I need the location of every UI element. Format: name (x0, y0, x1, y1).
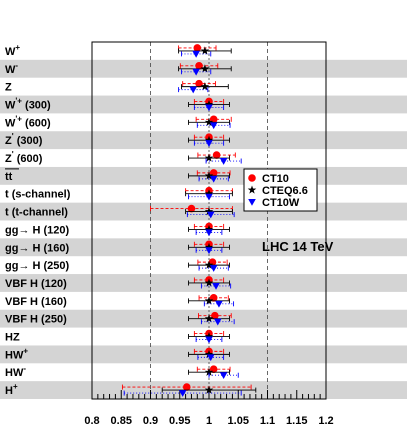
x-axis: 0.8 0.85 0.9 0.95 1 1.05 1.1 1.15 1.2 (84, 390, 334, 427)
marker-triangle (192, 50, 200, 58)
marker-star (204, 189, 214, 198)
marker-star (204, 135, 214, 144)
category-label: VBF H (160) (5, 296, 67, 308)
category-label: Z (5, 82, 12, 94)
marker-triangle (205, 229, 213, 237)
category-label: tt (5, 171, 13, 183)
marker-triangle (192, 68, 200, 76)
marker-triangle (205, 140, 213, 147)
marker-circle (187, 204, 196, 213)
marker-triangle (215, 300, 223, 308)
x-tick-label: 1 (206, 415, 212, 427)
legend-label: CT10W (262, 197, 300, 209)
marker-triangle (206, 211, 215, 219)
marker-star (204, 278, 214, 287)
marker-triangle (205, 104, 213, 112)
marker-triangle (248, 199, 256, 206)
category-label: Z' (300) (5, 132, 43, 147)
marker-circle (212, 151, 221, 159)
marker-triangle (212, 282, 220, 290)
data-points (121, 44, 257, 397)
marker-star (204, 314, 214, 323)
category-label: Z' (600) (5, 150, 43, 165)
category-label: W+ (5, 43, 20, 58)
category-label: HW- (5, 364, 26, 379)
category-label: gg→ H (160) (5, 242, 70, 254)
marker-star (204, 385, 214, 394)
category-label: W- (5, 61, 18, 76)
x-tick-label: 0.9 (143, 415, 158, 427)
energy-annotation: LHC 14 TeV (262, 239, 334, 254)
category-label: t (s-channel) (5, 189, 71, 201)
marker-star (247, 185, 257, 194)
marker-circle (195, 61, 203, 70)
x-tick-label: 1.1 (260, 415, 275, 427)
marker-star (204, 171, 214, 180)
marker-star (200, 64, 210, 73)
marker-star (204, 242, 214, 251)
category-label: W'+ (300) (5, 96, 51, 111)
series-ct10w (123, 50, 242, 397)
category-label: HW+ (5, 346, 28, 361)
marker-triangle (209, 122, 218, 130)
x-tick-label: 1.15 (286, 415, 307, 427)
marker-star (204, 296, 214, 305)
marker-triangle (219, 372, 228, 380)
x-tick-label: 1.05 (228, 415, 249, 427)
x-tick-label: 0.95 (169, 415, 190, 427)
marker-triangle (205, 336, 213, 344)
category-labels: W+ W- Z W'+ (300) W'+ (600) Z' (300) Z' (600) t… (5, 43, 71, 397)
legend-label: CTEQ6.6 (262, 185, 308, 197)
marker-circle (248, 174, 256, 182)
category-label: VBF H (120) (5, 278, 67, 290)
marker-triangle (213, 318, 222, 326)
category-label: gg→ H (120) (5, 224, 70, 236)
x-tick-label: 0.85 (111, 415, 132, 427)
category-label: gg→ H (250) (5, 260, 70, 272)
marker-circle (211, 311, 219, 320)
marker-star (204, 260, 214, 269)
marker-triangle (209, 175, 218, 183)
marker-star (204, 224, 214, 234)
marker-star (200, 82, 210, 91)
marker-star (200, 46, 210, 55)
marker-triangle (205, 247, 213, 255)
marker-triangle (189, 86, 198, 94)
marker-star (204, 332, 214, 341)
category-label: HZ (5, 332, 20, 344)
x-tick-label: 1.2 (318, 415, 333, 427)
x-tick-label: 0.8 (84, 415, 99, 427)
marker-star (204, 99, 214, 109)
marker-star (204, 367, 214, 376)
legend-label: CT10 (262, 173, 289, 185)
marker-circle (195, 79, 203, 88)
marker-triangle (219, 158, 228, 165)
marker-star (204, 117, 214, 126)
marker-triangle (206, 354, 215, 362)
marker-star (204, 349, 214, 359)
marker-star (204, 153, 214, 162)
marker-circle (182, 383, 191, 391)
marker-triangle (209, 265, 218, 272)
marker-circle (193, 44, 202, 52)
category-label: VBF H (250) (5, 314, 67, 326)
category-label: W'+ (600) (5, 114, 51, 129)
category-label: t (t-channel) (5, 207, 68, 219)
marker-triangle (178, 390, 187, 397)
marker-star (204, 207, 214, 216)
legend-box (243, 168, 318, 212)
marker-triangle (205, 193, 213, 201)
